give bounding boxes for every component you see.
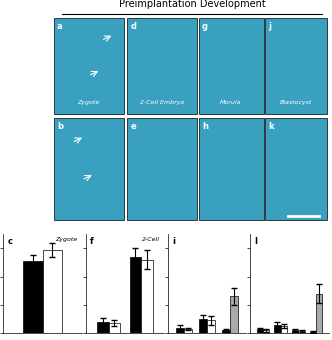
Text: 2-Cell: 2-Cell <box>142 237 160 242</box>
Text: Morula: Morula <box>220 100 242 105</box>
Text: Zygote: Zygote <box>78 100 100 105</box>
Bar <box>141 259 153 333</box>
Bar <box>281 326 287 333</box>
Bar <box>42 250 62 333</box>
Bar <box>265 18 327 114</box>
Bar <box>316 293 322 333</box>
Text: k: k <box>269 122 274 131</box>
Bar <box>97 322 109 333</box>
Bar <box>207 321 215 333</box>
Bar <box>263 330 269 333</box>
Text: Blastocyst: Blastocyst <box>280 100 312 105</box>
Bar <box>230 296 238 333</box>
Text: h: h <box>202 122 208 131</box>
Bar <box>109 323 120 333</box>
Bar <box>292 330 298 333</box>
Bar <box>130 257 141 333</box>
Bar <box>310 332 316 333</box>
Bar <box>298 331 305 333</box>
Bar <box>199 18 264 114</box>
Text: l: l <box>254 237 257 246</box>
Bar <box>199 118 264 220</box>
Bar <box>184 329 192 333</box>
Text: b: b <box>57 122 63 131</box>
Text: Preimplantation Development: Preimplantation Development <box>119 0 265 10</box>
Text: f: f <box>90 237 93 246</box>
Text: Zygote: Zygote <box>55 237 78 242</box>
Bar <box>274 325 281 333</box>
Text: i: i <box>172 237 175 246</box>
Text: a: a <box>57 22 63 31</box>
Text: e: e <box>130 122 136 131</box>
Bar <box>127 118 197 220</box>
Bar <box>257 329 263 333</box>
Bar <box>23 261 42 333</box>
Bar <box>54 118 124 220</box>
Text: g: g <box>202 22 208 31</box>
Bar <box>176 327 184 333</box>
Bar <box>265 118 327 220</box>
Text: j: j <box>269 22 272 31</box>
Text: c: c <box>7 237 12 246</box>
Bar <box>199 319 207 333</box>
Bar <box>222 330 230 333</box>
Bar <box>127 18 197 114</box>
Text: 2-Cell Embryo: 2-Cell Embryo <box>140 100 184 105</box>
Text: d: d <box>130 22 136 31</box>
Bar <box>54 18 124 114</box>
